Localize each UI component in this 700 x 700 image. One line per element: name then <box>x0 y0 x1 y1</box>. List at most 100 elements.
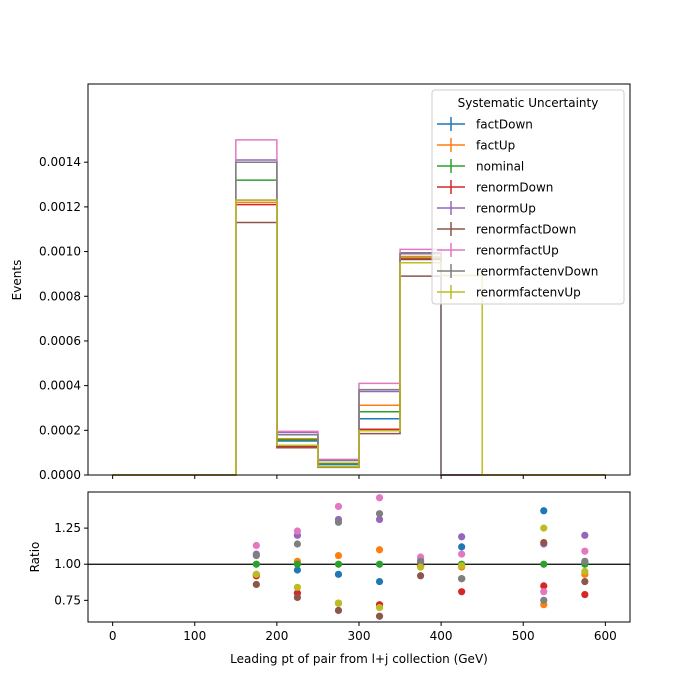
legend-items: factDown factUp nominal renormDown renormUp r… <box>437 117 598 300</box>
step-line-renormfactenvUp <box>112 199 606 476</box>
ratio-point-renormfactUp <box>252 541 260 550</box>
legend-title: Systematic Uncertainty <box>458 96 599 110</box>
ratio-point-renormfactUp <box>581 547 589 555</box>
ratio-point-renormfactUp <box>458 550 466 558</box>
ratio-point-factUp <box>375 546 384 554</box>
ratio-point-renormfactUp <box>540 588 548 596</box>
legend-label: renormfactenvUp <box>476 286 581 300</box>
ratio-point-renormfactenvUp <box>540 524 548 532</box>
ratio-plot-area <box>88 492 630 622</box>
legend-label: renormfactUp <box>476 244 559 258</box>
ratio-point-renormUp <box>375 515 384 524</box>
ratio-point-nominal <box>334 560 343 568</box>
main-y-ticks: 0.0000 0.0002 0.0004 0.0006 0.0008 0.0010 0.00… <box>39 155 88 482</box>
main-y-tick-label: 0.0014 <box>39 155 81 169</box>
x-tick-label: 0 <box>109 629 117 643</box>
ratio-point-renormfactenvUp <box>416 563 425 571</box>
legend-label: nominal <box>476 160 524 174</box>
ratio-point-renormfactDown <box>375 612 384 620</box>
ratio-point-factDown <box>375 577 384 586</box>
x-tick-label: 200 <box>265 629 288 643</box>
ratio-y-ticks: 0.75 1.00 1.25 <box>54 521 88 607</box>
ratio-point-renormfactenvDown <box>334 518 343 526</box>
ratio-point-factDown <box>293 566 302 574</box>
ratio-point-factDown <box>458 543 466 551</box>
legend-item-renormUp: renormUp <box>437 201 536 216</box>
ratio-point-renormfactenvUp <box>581 567 589 576</box>
ratio-point-nominal <box>540 560 548 568</box>
legend-label: renormDown <box>476 181 553 195</box>
ratio-points <box>252 494 589 620</box>
legend-item-nominal: nominal <box>437 159 524 174</box>
x-tick-label: 100 <box>183 629 206 643</box>
x-tick-label: 500 <box>512 629 535 643</box>
legend-label: renormfactDown <box>476 223 576 237</box>
legend: Systematic Uncertainty factDown factUp nom… <box>431 89 625 305</box>
ratio-point-renormfactenvUp <box>293 583 302 591</box>
ratio-point-nominal <box>293 560 302 568</box>
ratio-point-renormfactDown <box>581 577 589 586</box>
x-tick-label: 600 <box>594 629 617 643</box>
ratio-point-renormfactenvUp <box>375 603 384 612</box>
main-y-axis-label: Events <box>10 260 24 301</box>
legend-item-renormfactUp: renormfactUp <box>437 243 559 258</box>
legend-label: factDown <box>476 118 533 132</box>
ratio-point-renormfactUp <box>375 494 384 502</box>
main-y-tick-label: 0.0008 <box>39 289 81 303</box>
ratio-panel: 0.75 1.00 1.25 0 100 200 300 400 500 600 Ratio L… <box>28 491 631 666</box>
ratio-y-tick-label: 0.75 <box>54 593 81 607</box>
ratio-point-renormfactDown <box>416 572 425 580</box>
ratio-point-renormfactenvUp <box>252 570 260 578</box>
ratio-point-factDown <box>334 570 343 578</box>
ratio-point-renormfactenvDown <box>252 551 260 560</box>
ratio-point-renormfactDown <box>540 538 548 547</box>
ratio-point-renormfactenvUp <box>334 599 343 607</box>
ratio-point-renormfactUp <box>293 527 302 535</box>
ratio-point-renormfactenvDown <box>375 510 384 518</box>
ratio-point-renormDown <box>540 582 548 590</box>
ratio-point-factUp <box>334 551 343 560</box>
ratio-point-renormDown <box>581 590 589 599</box>
main-y-tick-label: 0.0002 <box>39 423 81 437</box>
legend-box <box>431 89 625 305</box>
legend-item-factDown: factDown <box>437 117 533 132</box>
x-tick-label: 400 <box>430 629 453 643</box>
legend-item-factUp: factUp <box>437 138 515 153</box>
ratio-point-renormfactenvDown <box>458 575 466 583</box>
ratio-point-renormfactenvDown <box>293 540 302 548</box>
legend-item-renormfactenvUp: renormfactenvUp <box>437 285 581 300</box>
ratio-y-axis-label: Ratio <box>28 542 42 573</box>
ratio-x-ticks: 0 100 200 300 400 500 600 <box>109 622 617 643</box>
ratio-point-renormfactDown <box>334 606 343 615</box>
ratio-point-nominal <box>375 560 384 568</box>
main-y-tick-label: 0.0000 <box>39 468 81 482</box>
main-x-ticks <box>112 475 606 479</box>
main-y-tick-label: 0.0012 <box>39 200 81 214</box>
main-y-tick-label: 0.0004 <box>39 379 81 393</box>
ratio-point-renormDown <box>458 588 466 596</box>
ratio-y-tick-label: 1.25 <box>54 521 81 535</box>
ratio-point-renormUp <box>581 531 589 539</box>
legend-item-renormfactenvDown: renormfactenvDown <box>437 264 598 279</box>
ratio-point-renormfactDown <box>293 593 302 602</box>
legend-label: renormUp <box>476 202 536 216</box>
legend-label: renormfactenvDown <box>476 265 598 279</box>
legend-item-renormDown: renormDown <box>437 180 553 195</box>
ratio-point-renormfactUp <box>334 502 343 511</box>
ratio-point-renormfactenvDown <box>581 557 589 565</box>
x-tick-label: 300 <box>348 629 371 643</box>
ratio-point-nominal <box>252 560 260 568</box>
x-axis-label: Leading pt of pair from l+j collection (… <box>230 652 488 666</box>
ratio-point-factDown <box>540 507 548 515</box>
main-y-tick-label: 0.0010 <box>39 245 81 259</box>
ratio-y-tick-label: 1.00 <box>54 557 81 571</box>
ratio-point-renormfactenvDown <box>540 596 548 604</box>
main-histogram-panel: 0.0000 0.0002 0.0004 0.0006 0.0008 0.0010 0.00… <box>10 83 631 482</box>
legend-label: factUp <box>476 139 515 153</box>
ratio-point-renormUp <box>458 533 466 541</box>
ratio-point-renormfactDown <box>252 580 260 589</box>
legend-item-renormfactDown: renormfactDown <box>437 222 576 237</box>
main-y-tick-label: 0.0006 <box>39 334 81 348</box>
ratio-point-renormfactenvUp <box>458 562 466 570</box>
